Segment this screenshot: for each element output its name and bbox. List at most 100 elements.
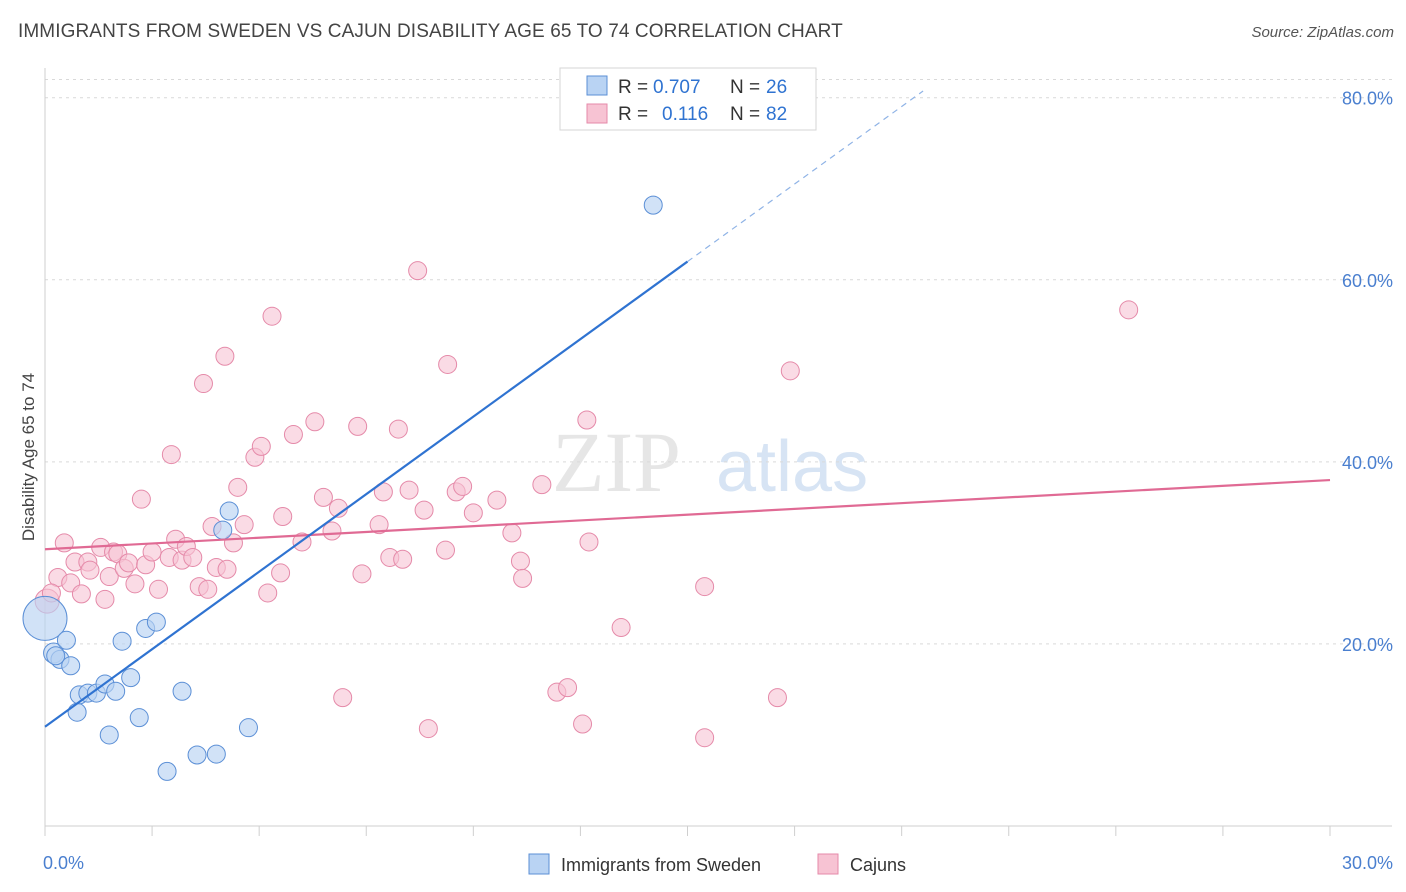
watermark-atlas: atlas [716, 427, 868, 507]
cajun-point [80, 560, 100, 580]
cajun-point [71, 584, 91, 604]
cajun-point [573, 714, 593, 734]
sweden-point [67, 702, 87, 722]
cajun-point [414, 500, 434, 520]
cajun-point [408, 261, 428, 281]
y-tick-label: 60.0% [1342, 271, 1393, 291]
watermark-zip: ZIP [552, 414, 681, 510]
cajun-point [695, 728, 715, 748]
cajun-point [767, 688, 787, 708]
x-tick-label-max: 30.0% [1342, 853, 1393, 873]
sweden-point [129, 708, 149, 728]
cajun-point [193, 374, 213, 394]
cajun-point [435, 540, 455, 560]
legend-r-label-cajun: R = [618, 104, 648, 125]
legend-r-value-sweden: 0.707 [653, 77, 701, 98]
cajun-point [487, 490, 507, 510]
cajun-point [1119, 300, 1139, 320]
sweden-point [61, 656, 81, 676]
sweden-point [56, 630, 76, 650]
cajun-point [418, 719, 438, 739]
cajun-point [149, 579, 169, 599]
cajun-point [273, 506, 293, 526]
legend-r-value-cajun: 0.116 [662, 104, 708, 125]
cajun-point [131, 489, 151, 509]
sweden-point [121, 668, 141, 688]
series-cajuns-points [34, 261, 1139, 748]
legend-n-value-sweden: 26 [766, 77, 787, 98]
cajun-point [322, 521, 342, 541]
x-tick-label-min: 0.0% [43, 853, 84, 873]
cajun-point [217, 559, 237, 579]
sweden-point [46, 646, 66, 666]
cajun-point [313, 487, 333, 507]
cajun-point [369, 515, 389, 535]
bottom-legend-label-cajun: Cajuns [850, 855, 906, 875]
cajun-point [388, 419, 408, 439]
ticks: 20.0% 40.0% 60.0% 80.0% [44, 89, 1393, 836]
legend-swatch-cajun [586, 103, 608, 124]
sweden-point [106, 681, 126, 701]
sweden-point [157, 761, 177, 781]
cajun-point [399, 480, 419, 500]
cajun-point [532, 475, 552, 495]
cajun-point [577, 410, 597, 430]
cajun-point [99, 567, 119, 587]
series-sweden-points [22, 195, 663, 781]
sweden-point [643, 195, 663, 215]
series-legend: Immigrants from Sweden Cajuns [528, 853, 906, 875]
sweden-trend-line [44, 260, 689, 728]
cajun-point [271, 563, 291, 583]
sweden-trend-extension [687, 90, 924, 263]
cajun-point [463, 503, 483, 523]
legend-n-label-sweden: N = [730, 77, 760, 98]
cajun-point [333, 688, 353, 708]
cajun-point [348, 416, 368, 436]
sweden-point [187, 745, 207, 765]
cajun-point [161, 445, 181, 465]
cajun-point [513, 568, 533, 588]
cajun-point [234, 515, 254, 535]
cajun-point [558, 678, 578, 698]
source-label: Source: ZipAtlas.com [1251, 24, 1394, 41]
legend-swatch-sweden [586, 75, 608, 96]
cajun-point [142, 542, 162, 562]
sweden-point [112, 631, 132, 651]
cajun-point [502, 523, 522, 543]
y-axis-title: Disability Age 65 to 74 [19, 373, 38, 541]
sweden-point [172, 681, 192, 701]
bottom-legend-label-sweden: Immigrants from Sweden [561, 855, 761, 875]
cajun-point [611, 618, 631, 638]
sweden-point [99, 725, 119, 745]
cajun-point [183, 547, 203, 567]
cajun-point [510, 551, 530, 571]
cajun-point [198, 579, 218, 599]
cajun-point [125, 574, 145, 594]
cajun-point [579, 532, 599, 552]
sweden-point [206, 744, 226, 764]
sweden-point [219, 501, 239, 521]
cajun-point [215, 346, 235, 366]
correlation-legend: R = 0.707 N = 26 R = 0.116 N = 82 [559, 67, 817, 131]
cajun-point [251, 436, 271, 456]
cajun-point [453, 476, 473, 496]
bottom-legend-swatch-sweden [528, 853, 550, 875]
sweden-point [238, 718, 258, 738]
y-tick-label: 80.0% [1342, 89, 1393, 109]
cajun-trend-line [44, 478, 1331, 551]
cajun-point [780, 361, 800, 381]
cajun-point [695, 577, 715, 597]
cajun-point [258, 583, 278, 603]
sweden-point [213, 520, 233, 540]
legend-r-label-sweden: R = [618, 77, 648, 98]
trend-lines [44, 90, 1331, 728]
legend-n-label-cajun: N = [730, 104, 760, 125]
axes [44, 68, 1392, 827]
cajun-point [352, 564, 372, 584]
bottom-legend-swatch-cajun [817, 853, 839, 875]
cajun-point [438, 354, 458, 374]
cajun-point [305, 412, 325, 432]
sweden-point [146, 612, 166, 632]
grid [45, 79, 1392, 645]
